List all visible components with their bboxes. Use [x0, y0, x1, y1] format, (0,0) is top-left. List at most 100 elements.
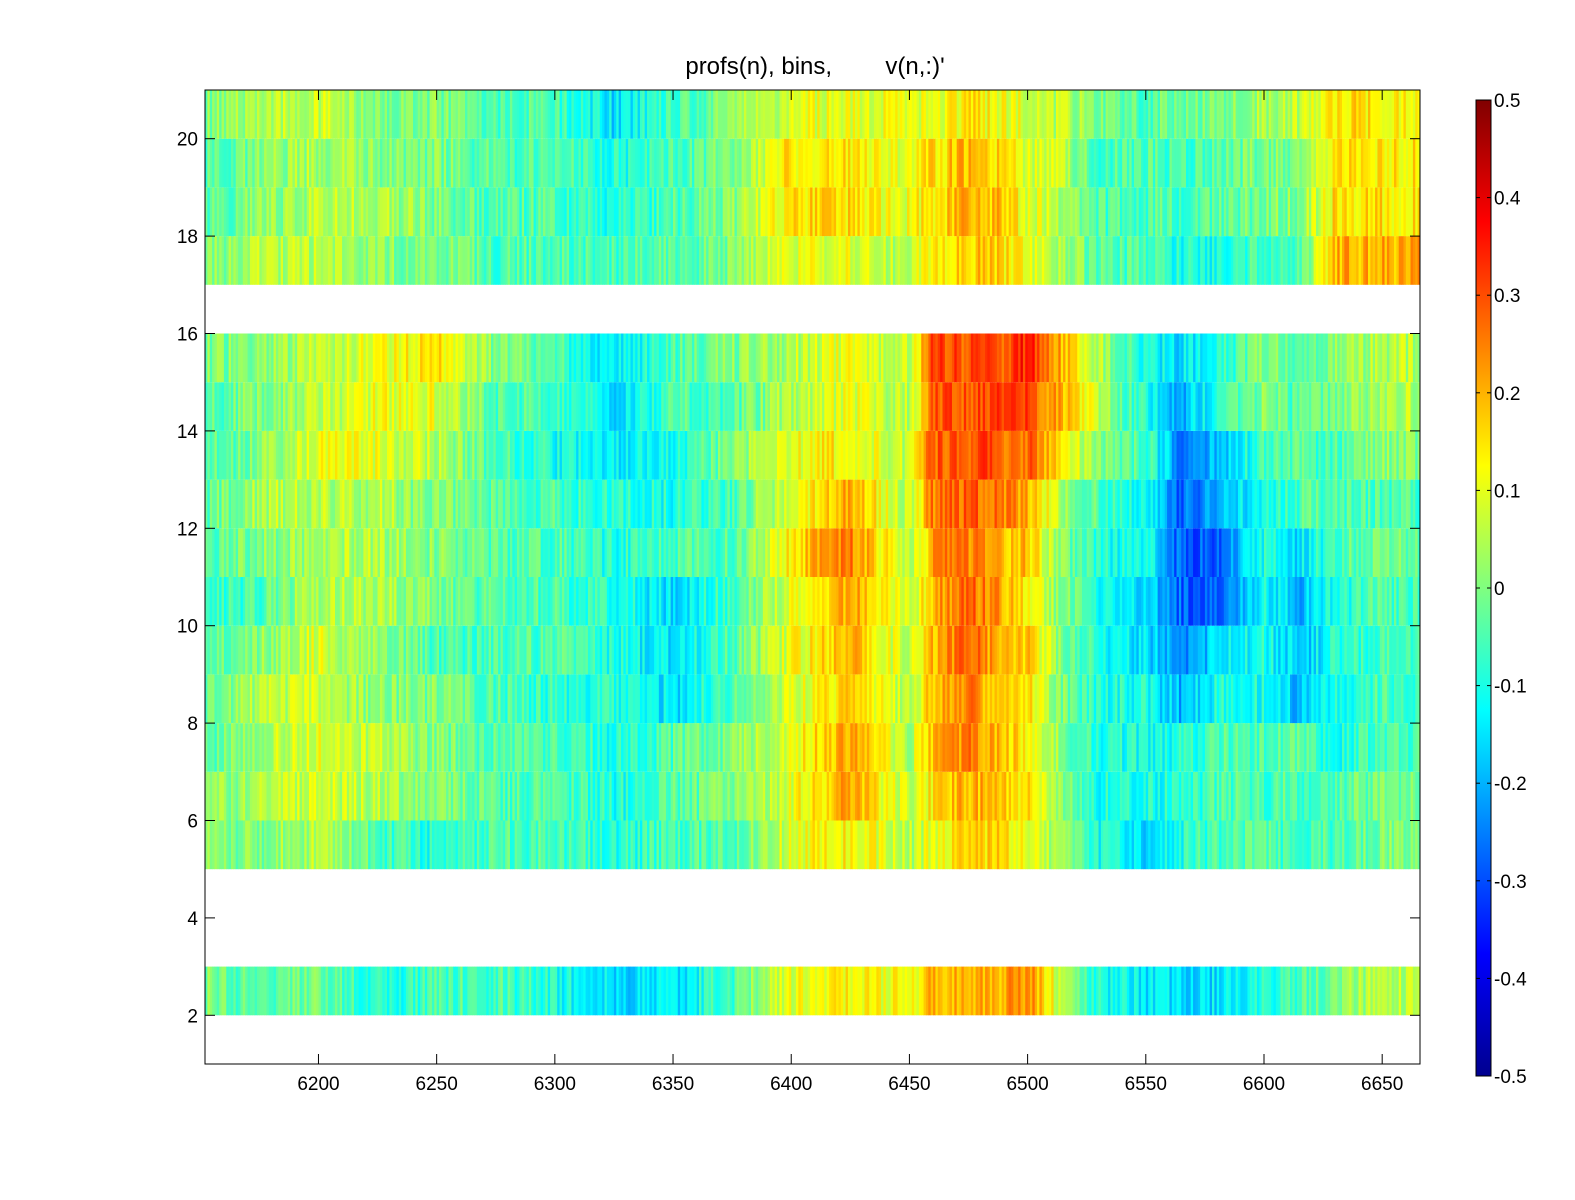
heatmap-cell	[956, 625, 960, 675]
heatmap-cell	[297, 577, 300, 626]
heatmap-cell	[881, 966, 884, 1016]
heatmap-cell	[661, 577, 664, 626]
heatmap-cell	[977, 479, 981, 529]
heatmap-cell	[798, 820, 802, 870]
heatmap-cell	[947, 625, 950, 675]
heatmap-cell	[231, 771, 234, 821]
heatmap-cell	[363, 820, 367, 870]
heatmap-cell	[821, 723, 825, 772]
heatmap-cell	[273, 625, 277, 675]
heatmap-cell	[665, 625, 669, 675]
heatmap-cell	[1126, 479, 1130, 529]
heatmap-cell	[961, 771, 965, 821]
heatmap-cell	[1157, 723, 1161, 772]
heatmap-cell	[687, 625, 690, 675]
heatmap-cell	[1233, 479, 1237, 529]
heatmap-cell	[753, 479, 757, 529]
heatmap-cell	[694, 625, 698, 675]
heatmap-cell	[431, 966, 435, 1016]
heatmap-cell	[968, 966, 972, 1016]
heatmap-cell	[377, 577, 381, 626]
heatmap-cell	[602, 577, 605, 626]
heatmap-cell	[940, 430, 943, 480]
heatmap-cell	[1067, 771, 1071, 821]
heatmap-cell	[769, 966, 773, 1016]
heatmap-cell	[372, 479, 376, 529]
heatmap-cell	[403, 820, 407, 870]
heatmap-cell	[618, 479, 622, 529]
heatmap-cell	[1292, 723, 1296, 772]
heatmap-cell	[930, 577, 934, 626]
heatmap-cell	[472, 528, 475, 577]
heatmap-cell	[942, 430, 946, 480]
heatmap-cell	[883, 528, 887, 577]
heatmap-cell	[649, 479, 653, 529]
heatmap-cell	[1015, 577, 1019, 626]
heatmap-cell	[384, 528, 388, 577]
heatmap-cell	[535, 625, 539, 675]
heatmap-cell	[1084, 771, 1088, 821]
heatmap-cell	[519, 820, 523, 870]
heatmap-cell	[472, 674, 475, 724]
heatmap-cell	[535, 430, 539, 480]
heatmap-cell	[803, 674, 806, 724]
heatmap-cell	[1299, 966, 1303, 1016]
heatmap-cell	[602, 723, 605, 772]
heatmap-cell	[261, 528, 265, 577]
heatmap-cell	[621, 625, 624, 675]
heatmap-cell	[398, 820, 402, 870]
heatmap-cell	[1013, 577, 1017, 626]
heatmap-cell	[1143, 820, 1147, 870]
heatmap-cell	[748, 966, 752, 1016]
heatmap-cell	[933, 820, 936, 870]
heatmap-cell	[956, 966, 960, 1016]
heatmap-cell	[680, 430, 683, 480]
heatmap-cell	[621, 577, 624, 626]
heatmap-cell	[701, 820, 705, 870]
heatmap-cell	[961, 723, 965, 772]
heatmap-cell	[604, 674, 608, 724]
heatmap-cell	[488, 674, 492, 724]
heatmap-cell	[1363, 674, 1367, 724]
heatmap-cell	[509, 723, 513, 772]
heatmap-cell	[351, 479, 355, 529]
heatmap-cell	[434, 820, 438, 870]
heatmap-cell	[798, 771, 802, 821]
heatmap-cell	[1273, 674, 1277, 724]
heatmap-cell	[928, 430, 932, 480]
heatmap-cell	[1122, 674, 1125, 724]
heatmap-cell	[963, 528, 967, 577]
heatmap-cell	[268, 674, 272, 724]
heatmap-cell	[869, 820, 872, 870]
heatmap-cell	[779, 966, 783, 1016]
heatmap-cell	[883, 966, 887, 1016]
heatmap-cell	[921, 723, 924, 772]
heatmap-cell	[304, 528, 308, 577]
heatmap-cell	[275, 430, 279, 480]
heatmap-cell	[299, 479, 303, 529]
heatmap-cell	[890, 966, 894, 1016]
heatmap-cell	[857, 625, 861, 675]
heatmap-cell	[949, 528, 953, 577]
heatmap-cell	[949, 479, 953, 529]
heatmap-cell	[720, 479, 724, 529]
heatmap-cell	[1396, 674, 1400, 724]
heatmap-cell	[535, 771, 539, 821]
heatmap-cell	[264, 674, 267, 724]
heatmap-cell	[363, 625, 367, 675]
heatmap-cell	[691, 674, 695, 724]
heatmap-cell	[1289, 674, 1293, 724]
heatmap-cell	[207, 430, 211, 480]
heatmap-cell	[699, 723, 702, 772]
heatmap-cell	[259, 577, 263, 626]
heatmap-cell	[457, 771, 461, 821]
heatmap-cell	[713, 674, 716, 724]
heatmap-cell	[847, 771, 851, 821]
heatmap-cell	[1403, 479, 1407, 529]
heatmap-cell	[453, 625, 456, 675]
heatmap-cell	[1294, 966, 1298, 1016]
heatmap-cell	[675, 674, 679, 724]
heatmap-cell	[1072, 577, 1076, 626]
heatmap-cell	[1107, 577, 1111, 626]
heatmap-cell	[278, 820, 282, 870]
